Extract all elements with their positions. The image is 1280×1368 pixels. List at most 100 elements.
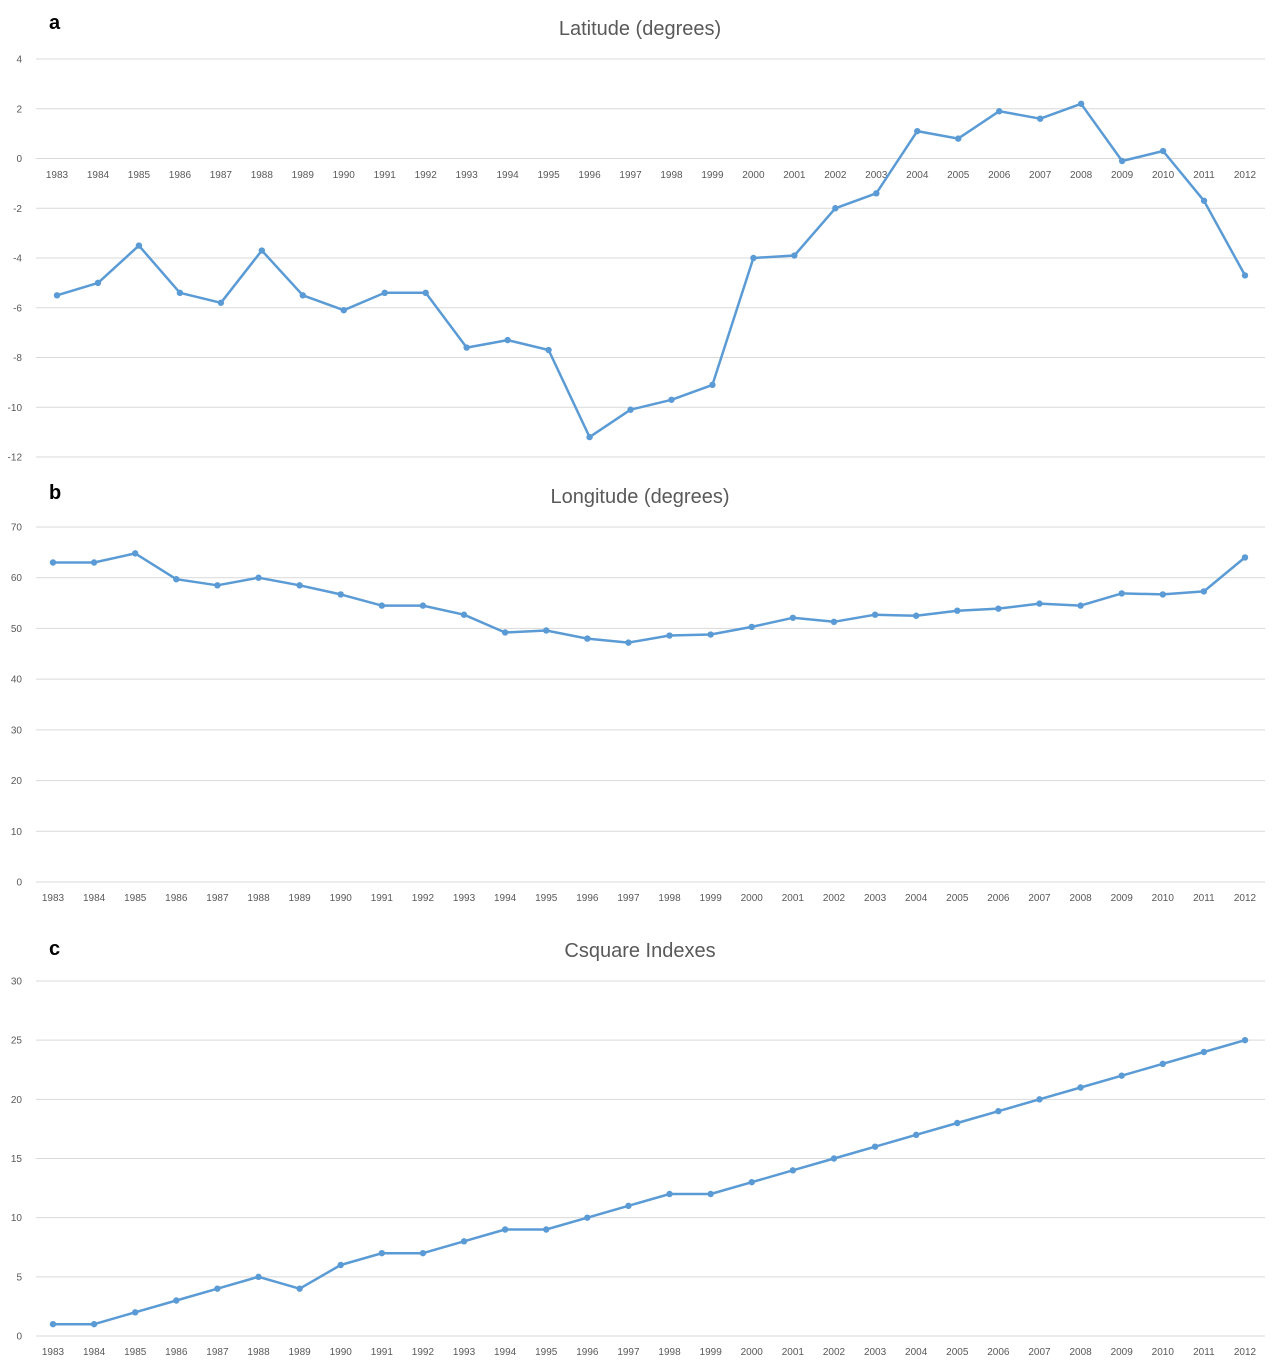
longitude-point-1986: [173, 576, 180, 583]
x-tick-label-1983: 1983: [42, 1347, 65, 1358]
latitude-point-1984: [94, 279, 102, 287]
x-tick-label-1989: 1989: [292, 170, 315, 181]
longitude-point-2007: [1036, 600, 1043, 607]
y-tick-label--6: -6: [13, 303, 22, 314]
latitude-point-1990: [340, 307, 347, 314]
longitude-point-1997: [625, 639, 632, 646]
latitude-point-1995: [545, 346, 552, 354]
y-tick-label-40: 40: [11, 675, 23, 686]
x-tick-label-1989: 1989: [288, 893, 311, 904]
longitude-point-1999: [707, 631, 714, 638]
latitude-point-2000: [750, 254, 757, 262]
x-tick-label-1990: 1990: [333, 170, 356, 181]
x-tick-label-1987: 1987: [206, 893, 229, 904]
csquare-point-1983: [49, 1320, 57, 1328]
y-tick-label-30: 30: [11, 977, 23, 988]
y-tick-label--2: -2: [13, 204, 22, 215]
x-tick-label-1998: 1998: [660, 170, 683, 181]
latitude-series-line: [56, 102, 1247, 439]
latitude-point-2002: [832, 205, 839, 212]
csquare-point-1986: [173, 1297, 180, 1304]
latitude-point-1983: [53, 292, 61, 299]
chart-title-csquare: Csquare Indexes: [564, 940, 716, 962]
x-tick-label-2009: 2009: [1111, 893, 1134, 904]
csquare-series-line: [53, 1038, 1246, 1326]
latitude-point-1993: [463, 344, 470, 351]
x-tick-label-2011: 2011: [1193, 893, 1215, 904]
csquare-point-1997: [625, 1202, 632, 1210]
latitude-point-1997: [627, 406, 634, 413]
y-tick-label-0: 0: [16, 1332, 22, 1343]
x-tick-label-2012: 2012: [1234, 893, 1257, 904]
latitude-point-1985: [135, 242, 143, 249]
longitude-point-2009: [1118, 590, 1125, 597]
x-tick-label-1992: 1992: [415, 170, 438, 181]
x-tick-label-1994: 1994: [496, 170, 519, 181]
y-tick-label-70: 70: [11, 523, 23, 534]
x-tick-label-2007: 2007: [1028, 893, 1051, 904]
x-tick-label-2011: 2011: [1193, 1347, 1215, 1358]
longitude-point-1983: [49, 559, 57, 566]
latitude-point-1994: [504, 336, 511, 344]
csquare-point-2010: [1159, 1060, 1166, 1068]
x-tick-label-2002: 2002: [823, 1347, 846, 1358]
csquare-point-2003: [871, 1143, 879, 1150]
csquare-point-1999: [707, 1190, 714, 1198]
csquare-point-1985: [132, 1309, 139, 1316]
x-tick-label-1990: 1990: [330, 1347, 353, 1358]
longitude-point-1998: [666, 632, 673, 639]
longitude-point-2005: [954, 607, 961, 614]
x-tick-label-1995: 1995: [537, 170, 560, 181]
latitude-point-1991: [381, 289, 388, 297]
x-tick-label-1999: 1999: [700, 1347, 723, 1358]
y-tick-label-10: 10: [11, 1213, 23, 1224]
longitude-point-2001: [789, 614, 797, 621]
csquare-point-2007: [1036, 1096, 1043, 1103]
x-tick-label-2012: 2012: [1234, 1347, 1257, 1358]
csquare-point-1998: [666, 1190, 673, 1198]
csquare-chart: 30 25 20 15 10 5 0 1983 1984 1985 1986 1987 1988 1989…: [11, 977, 1265, 1358]
csquare-point-2008: [1077, 1084, 1084, 1091]
x-tick-label-2011: 2011: [1193, 170, 1215, 181]
x-tick-label-1983: 1983: [42, 893, 65, 904]
x-tick-label-1983: 1983: [46, 170, 69, 181]
x-tick-label-1996: 1996: [576, 893, 599, 904]
x-tick-label-2010: 2010: [1152, 170, 1175, 181]
x-tick-label-2005: 2005: [947, 170, 970, 181]
x-tick-label-2009: 2009: [1111, 170, 1134, 181]
latitude-chart: 4 2 0 -2 -4 -6 -8 -10 -12 1983 1984 1985 1986 1987 198…: [8, 55, 1265, 464]
csquare-point-2001: [789, 1167, 797, 1174]
longitude-point-1993: [460, 611, 468, 618]
csquare-point-1996: [584, 1214, 591, 1221]
latitude-point-1987: [217, 299, 225, 306]
panel-c-csquare: c Csquare Indexes 30 25 20 15 10 5 0 1983 1984 19…: [0, 910, 1280, 1368]
x-tick-label-1989: 1989: [288, 1347, 311, 1358]
csquare-point-2006: [995, 1107, 1002, 1115]
longitude-point-2003: [871, 611, 879, 618]
csquare-point-1993: [460, 1238, 468, 1245]
chart-title-latitude: Latitude (degrees): [558, 18, 722, 40]
y-tick-label-2: 2: [16, 104, 22, 115]
latitude-point-1986: [176, 289, 184, 297]
latitude-point-2009: [1118, 157, 1126, 165]
x-tick-label-2000: 2000: [741, 1347, 764, 1358]
x-tick-label-1997: 1997: [617, 1347, 640, 1358]
x-tick-label-1991: 1991: [371, 1347, 394, 1358]
y-tick-label-20: 20: [11, 776, 23, 787]
x-tick-label-2004: 2004: [905, 893, 928, 904]
longitude-point-2010: [1159, 591, 1166, 598]
x-tick-label-1993: 1993: [456, 170, 479, 181]
y-tick-label-0: 0: [16, 154, 22, 165]
y-tick-label-15: 15: [11, 1154, 23, 1165]
x-tick-label-1995: 1995: [535, 1347, 558, 1358]
chart-title-longitude: Longitude (degrees): [550, 486, 730, 508]
latitude-point-1998: [668, 396, 675, 403]
csquare-point-1988: [255, 1273, 262, 1281]
x-tick-label-2010: 2010: [1152, 893, 1175, 904]
longitude-point-2011: [1200, 588, 1208, 595]
longitude-point-1984: [90, 559, 98, 566]
x-tick-label-1991: 1991: [374, 170, 397, 181]
x-tick-label-1998: 1998: [658, 1347, 681, 1358]
y-tick-label-20: 20: [11, 1095, 23, 1106]
